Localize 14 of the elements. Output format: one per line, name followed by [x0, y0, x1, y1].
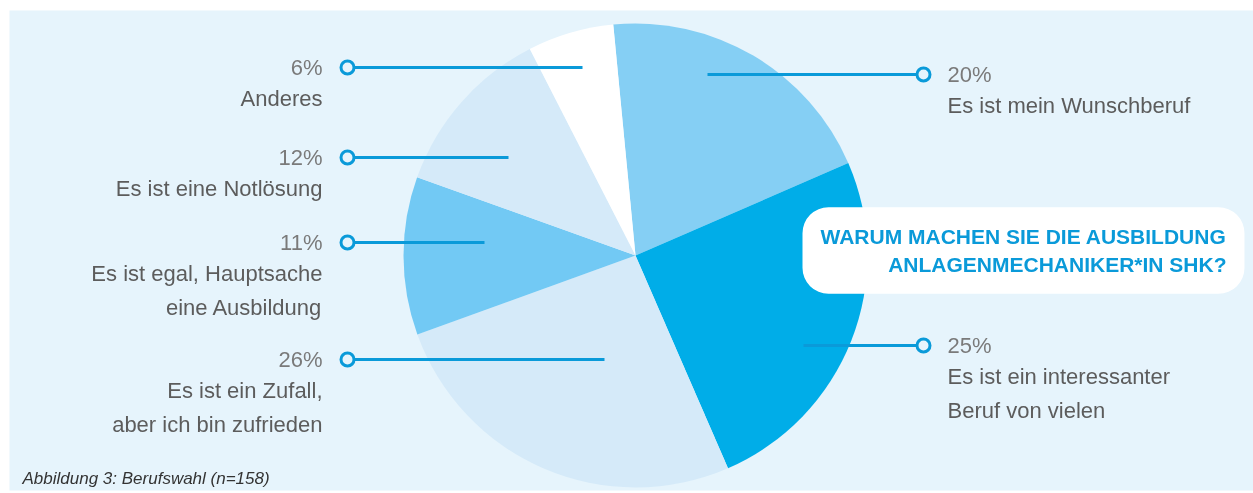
data-label: 25%	[947, 333, 992, 358]
slice-label: Anderes	[240, 86, 323, 111]
data-label: 20%	[947, 62, 992, 87]
data-label: 6%	[290, 55, 323, 80]
data-label: 12%	[278, 145, 323, 170]
text: WARUM MACHEN SIE DIE AUSBILDUNG ANLAGENMECHANIKER*IN SHK?	[820, 225, 1227, 276]
data-label: 11%	[280, 230, 323, 255]
slice-label: Es ist mein Wunschberuf	[947, 93, 1192, 118]
slice-label: Es ist eine Notlösung	[115, 176, 323, 201]
slice-label: Es ist egal, Hauptsache eine Ausbildung	[91, 261, 323, 320]
text: Abbildung 3: Berufswahl (n=158)	[21, 469, 270, 488]
slice-label: Es ist ein Zufall, aber ich bin zufrieden	[112, 378, 323, 437]
slice-label: Es ist ein interessanter Beruf von vielen	[947, 364, 1171, 423]
data-label: 26%	[278, 347, 323, 372]
